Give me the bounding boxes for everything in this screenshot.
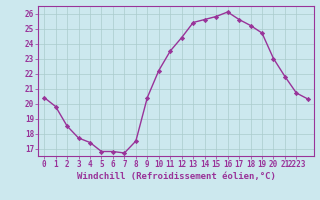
X-axis label: Windchill (Refroidissement éolien,°C): Windchill (Refroidissement éolien,°C) [76,172,276,181]
